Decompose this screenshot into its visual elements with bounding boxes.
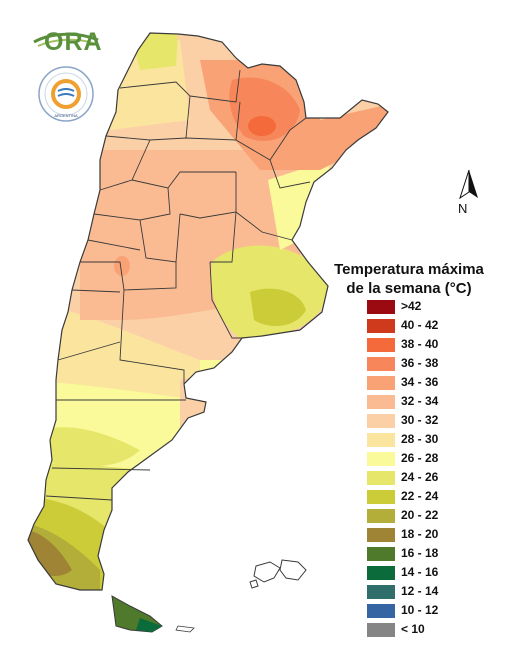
legend-item: 26 - 28 <box>367 451 507 467</box>
legend-label: 16 - 18 <box>401 546 439 560</box>
seal-text: ARGENTINA <box>54 113 78 118</box>
legend-item: 34 - 36 <box>367 375 507 391</box>
legend-swatch <box>367 319 395 333</box>
legend-label: 10 - 12 <box>401 603 439 617</box>
zone-patagonia-24 <box>40 427 140 467</box>
legend-swatch <box>367 471 395 485</box>
legend-label: 12 - 14 <box>401 584 439 598</box>
legend-title-line2: de la semana (°C) <box>346 280 472 297</box>
zone-northeast-38 <box>248 116 276 136</box>
legend-label: < 10 <box>401 622 425 636</box>
ora-logo-text: ORA <box>44 28 103 56</box>
legend-swatch <box>367 452 395 466</box>
legend-item: 20 - 22 <box>367 508 507 524</box>
isla-estados <box>175 625 195 633</box>
legend-swatch <box>367 395 395 409</box>
legend-item: 12 - 14 <box>367 584 507 600</box>
legend-item: 36 - 38 <box>367 356 507 372</box>
legend-swatch <box>367 414 395 428</box>
legend-swatch <box>367 585 395 599</box>
legend-swatch <box>367 509 395 523</box>
zone-coast-30 <box>180 370 230 430</box>
legend-label: 24 - 26 <box>401 470 439 484</box>
legend-label: 32 - 34 <box>401 394 439 408</box>
legend-label: 20 - 22 <box>401 508 439 522</box>
legend-swatch <box>367 547 395 561</box>
legend-label: 28 - 30 <box>401 432 439 446</box>
legend-swatch <box>367 433 395 447</box>
islas-malvinas <box>249 559 307 589</box>
legend-label: 22 - 24 <box>401 489 439 503</box>
legend-item: 22 - 24 <box>367 489 507 505</box>
zone-west-36 <box>114 256 130 276</box>
north-arrow-icon <box>459 169 478 200</box>
ora-swoosh-icon <box>33 32 99 47</box>
legend-swatch <box>367 300 395 314</box>
legend-item: 18 - 20 <box>367 527 507 543</box>
legend-swatch <box>367 338 395 352</box>
legend-item: 16 - 18 <box>367 546 507 562</box>
legend-item: 10 - 12 <box>367 603 507 619</box>
legend-swatch <box>367 566 395 580</box>
smn-seal-icon: ARGENTINA <box>38 66 94 122</box>
legend-swatch <box>367 357 395 371</box>
legend-label: 36 - 38 <box>401 356 439 370</box>
legend-item: 30 - 32 <box>367 413 507 429</box>
legend-label: 18 - 20 <box>401 527 439 541</box>
legend-label: >42 <box>401 299 422 313</box>
legend-label: 26 - 28 <box>401 451 439 465</box>
tierra-del-fuego-tip <box>136 618 162 632</box>
legend-swatch <box>367 604 395 618</box>
zone-pampas-22 <box>250 288 306 326</box>
zone-northeast-36 <box>229 77 300 141</box>
legend-item: 28 - 30 <box>367 432 507 448</box>
legend-label: 14 - 16 <box>401 565 439 579</box>
legend-item: 14 - 16 <box>367 565 507 581</box>
legend-item: 40 - 42 <box>367 318 507 334</box>
legend-item: < 10 <box>367 622 507 638</box>
legend-item: >42 <box>367 299 507 315</box>
legend-item: 38 - 40 <box>367 337 507 353</box>
legend-swatch <box>367 376 395 390</box>
legend-swatch <box>367 490 395 504</box>
province-borders <box>27 32 389 591</box>
legend-title-line1: Temperatura máxima <box>334 261 484 278</box>
legend-label: 34 - 36 <box>401 375 439 389</box>
legend-label: 30 - 32 <box>401 413 439 427</box>
legend-item: 24 - 26 <box>367 470 507 486</box>
zone-south-20 <box>28 520 100 590</box>
legend-label: 38 - 40 <box>401 337 439 351</box>
north-label: N <box>458 201 468 216</box>
legend-label: 40 - 42 <box>401 318 439 332</box>
legend-swatch <box>367 528 395 542</box>
legend-item: 32 - 34 <box>367 394 507 410</box>
ora-logo: ORA <box>32 28 102 67</box>
legend-swatch <box>367 623 395 637</box>
